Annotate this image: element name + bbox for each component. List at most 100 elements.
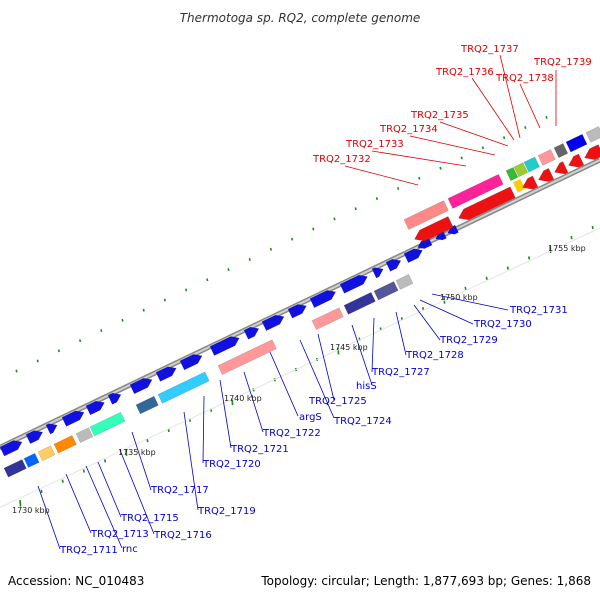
scale-tick [125, 449, 128, 456]
scale-tick [524, 126, 527, 129]
gene-label[interactable]: TRQ2_1729 [439, 335, 498, 346]
scale-tick [464, 286, 467, 291]
outer-scale-ticks [15, 115, 548, 373]
forward-gene-arrow [85, 400, 105, 416]
scale-tick [79, 339, 82, 343]
leader-line [413, 304, 441, 341]
gene-label[interactable]: TRQ2_1721 [230, 444, 289, 455]
scale-tick [506, 266, 509, 270]
scale-label: 1755 kbp [548, 244, 586, 253]
gene-label[interactable]: TRQ2_1724 [333, 416, 392, 427]
scale-tick [248, 258, 251, 261]
gene-label[interactable]: argS [299, 412, 322, 423]
label-leader-lines [37, 54, 557, 550]
scale-tick [354, 207, 357, 211]
reverse-gene-arrow [554, 161, 569, 175]
colored-gene-block [373, 281, 399, 301]
reverse-gene-arrow [568, 153, 585, 168]
colored-gene-block [157, 371, 210, 404]
forward-gene-labels: TRQ2_1731 TRQ2_1730 TRQ2_1729 TRQ2_1728 … [59, 305, 568, 556]
colored-gene-block [75, 427, 94, 443]
reverse-gene-arrow [538, 168, 555, 182]
gene-label[interactable]: TRQ2_1713 [90, 529, 149, 540]
scale-tick [528, 256, 531, 260]
reverse-gene-arrow [458, 186, 516, 221]
gene-label[interactable]: TRQ2_1711 [59, 545, 118, 556]
gene-label[interactable]: TRQ2_1736 [435, 67, 494, 78]
scale-label: 1735 kbp [118, 448, 156, 457]
gene-label[interactable]: TRQ2_1737 [460, 44, 519, 55]
leader-line [499, 54, 521, 139]
gene-label[interactable]: TRQ2_1725 [308, 396, 367, 407]
forward-gene-arrow [179, 354, 203, 371]
gene-label[interactable]: TRQ2_1722 [262, 428, 321, 439]
colored-gene-block [537, 149, 556, 166]
gene-label[interactable]: TRQ2_1720 [202, 459, 261, 470]
scale-tick [167, 428, 170, 433]
leader-line [97, 461, 122, 518]
colored-gene-block [585, 126, 600, 143]
colored-gene-block [395, 274, 414, 290]
gene-label[interactable]: hisS [356, 381, 377, 392]
colored-gene-block [513, 178, 525, 193]
colored-gene-block [311, 307, 344, 331]
scale-labels: 1730 kbp 1735 kbp 1740 kbp 1745 kbp 1750… [12, 244, 586, 515]
reverse-gene-arrow [584, 144, 600, 160]
gene-label[interactable]: TRQ2_1730 [473, 319, 532, 330]
forward-gene-arrow [25, 430, 43, 444]
scale-tick [206, 278, 209, 282]
reverse-strand-genes [414, 144, 600, 242]
leader-line [344, 165, 419, 186]
forward-gene-arrow [243, 326, 260, 340]
gene-label[interactable]: TRQ2_1735 [410, 110, 469, 121]
accession-text: Accession: NC_010483 [8, 574, 145, 588]
scale-tick [422, 307, 425, 311]
scale-tick [142, 308, 145, 312]
leader-line [131, 431, 152, 491]
scale-tick [397, 186, 400, 190]
leader-line [519, 83, 541, 129]
scale-tick [291, 237, 294, 241]
leader-line [65, 473, 92, 534]
scale-tick [146, 438, 149, 443]
scale-tick [545, 115, 548, 119]
leader-line [219, 379, 232, 449]
scale-tick [337, 347, 340, 355]
gene-label[interactable]: TRQ2_1715 [120, 513, 179, 524]
colored-gene-block [3, 459, 27, 478]
gene-label[interactable]: TRQ2_1738 [495, 73, 554, 84]
leader-line [119, 449, 155, 535]
leader-line [85, 465, 123, 549]
leader-line [317, 333, 335, 401]
gene-label[interactable]: TRQ2_1717 [150, 485, 209, 496]
gene-label[interactable]: TRQ2_1728 [405, 350, 464, 361]
scale-tick [549, 246, 552, 253]
scale-label: 1750 kbp [440, 293, 478, 302]
leader-line [183, 411, 199, 511]
gene-label[interactable]: TRQ2_1727 [371, 367, 430, 378]
scale-tick [61, 479, 64, 483]
forward-gene-arrow [261, 314, 285, 331]
gene-label[interactable]: TRQ2_1731 [509, 305, 568, 316]
reverse-gene-labels: TRQ2_1737 TRQ2_1736 TRQ2_1738 TRQ2_1739 … [312, 44, 592, 165]
gene-label[interactable]: TRQ2_1734 [379, 124, 438, 135]
leader-line [371, 150, 467, 167]
gene-label[interactable]: TRQ2_1739 [533, 57, 592, 68]
scale-tick [418, 176, 421, 180]
gene-label[interactable]: TRQ2_1732 [312, 154, 371, 165]
scale-tick [163, 298, 166, 302]
gene-label[interactable]: TRQ2_1733 [345, 139, 404, 150]
forward-gene-arrow [447, 224, 459, 235]
leader-line [202, 395, 205, 464]
gene-label[interactable]: rnc [122, 544, 138, 555]
reverse-gene-arrow [522, 175, 539, 190]
forward-gene-arrow [339, 274, 368, 294]
gene-label[interactable]: TRQ2_1716 [153, 530, 212, 541]
scale-tick [185, 288, 188, 292]
scale-tick [591, 225, 594, 230]
scale-tick [82, 469, 85, 473]
colored-gene-block [505, 166, 519, 182]
gene-label[interactable]: TRQ2_1719 [197, 506, 256, 517]
colored-gene-block [89, 411, 126, 437]
scale-tick [485, 276, 488, 280]
